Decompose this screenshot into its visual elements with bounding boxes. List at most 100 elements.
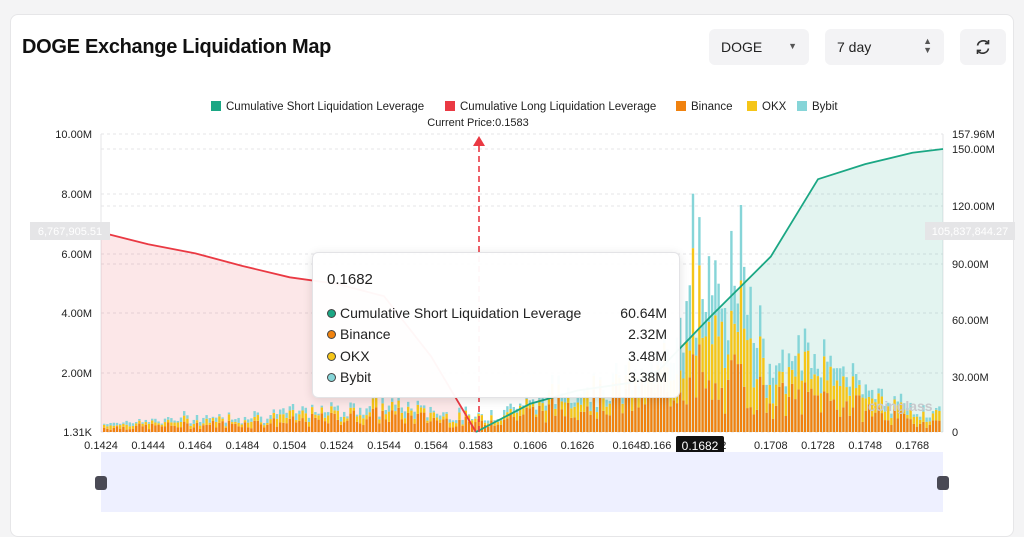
binance-bar <box>714 383 717 432</box>
bybit-bar <box>608 400 611 404</box>
binance-bar <box>752 414 755 432</box>
legend-swatch[interactable] <box>797 101 807 111</box>
okx-bar <box>141 423 144 427</box>
bybit-bar <box>506 406 509 413</box>
okx-bar <box>173 422 176 426</box>
bybit-bar <box>931 411 935 414</box>
okx-bar <box>512 412 515 417</box>
binance-bar <box>909 419 912 432</box>
okx-bar <box>384 414 387 420</box>
okx-bar <box>490 415 493 421</box>
bybit-bar <box>519 403 522 406</box>
tooltip-label: Binance <box>340 326 391 342</box>
zoom-slider-track[interactable] <box>101 452 943 512</box>
bybit-bar <box>103 423 106 425</box>
binance-bar <box>912 423 915 432</box>
period-select[interactable]: 7 day ▲ ▼ <box>825 29 944 65</box>
bybit-bar <box>138 418 141 421</box>
current-price-label: Current Price:0.1583 <box>427 117 529 129</box>
okx-bar <box>138 420 141 424</box>
bybit-bar <box>743 266 746 329</box>
binance-bar <box>208 424 211 432</box>
legend-label[interactable]: OKX <box>762 101 787 113</box>
binance-bar <box>432 417 435 432</box>
refresh-button[interactable] <box>960 29 1006 65</box>
bybit-bar <box>199 421 202 426</box>
okx-bar <box>336 410 339 420</box>
okx-bar <box>538 399 541 406</box>
binance-bar <box>355 421 359 432</box>
bybit-bar <box>467 414 471 416</box>
legend-swatch[interactable] <box>747 101 757 111</box>
okx-bar <box>874 402 877 413</box>
binance-bar <box>387 421 391 432</box>
binance-bar <box>880 413 883 432</box>
binance-bar <box>499 424 503 432</box>
bybit-bar <box>823 339 826 357</box>
binance-bar <box>323 421 327 432</box>
binance-bar <box>839 416 842 432</box>
okx-bar <box>237 422 240 427</box>
okx-bar <box>429 412 432 422</box>
legend-label[interactable]: Cumulative Long Liquidation Leverage <box>460 101 656 113</box>
zoom-handle-left[interactable] <box>95 476 107 490</box>
okx-bar <box>803 351 807 383</box>
binance-bar <box>154 425 157 432</box>
binance-bar <box>765 412 768 432</box>
binance-bar <box>445 418 448 432</box>
okx-bar <box>346 418 349 421</box>
binance-bar <box>519 415 522 432</box>
okx-bar <box>567 395 570 403</box>
legend-label[interactable]: Bybit <box>812 101 838 113</box>
bybit-bar <box>890 413 893 418</box>
binance-bar <box>503 419 506 432</box>
coin-select[interactable]: DOGE ▼ <box>709 29 809 65</box>
binance-bar <box>842 407 845 432</box>
binance-bar <box>618 393 621 432</box>
binance-bar <box>311 413 314 432</box>
binance-bar <box>167 422 170 432</box>
zoom-handle-right[interactable] <box>937 476 949 490</box>
bybit-bar <box>906 407 909 415</box>
chart-tooltip: 0.1682 Cumulative Short Liquidation Leve… <box>312 252 680 398</box>
binance-bar <box>163 426 167 432</box>
bybit-bar <box>317 413 320 416</box>
bybit-bar <box>131 423 135 426</box>
okx-bar <box>231 422 234 424</box>
okx-bar <box>906 414 909 419</box>
bybit-bar <box>211 416 215 419</box>
okx-bar <box>890 417 893 425</box>
binance-bar <box>823 391 826 432</box>
bybit-bar <box>762 338 765 358</box>
bybit-bar <box>810 367 813 379</box>
bybit-bar <box>589 401 592 412</box>
okx-bar <box>371 398 375 409</box>
bybit-bar <box>832 368 835 386</box>
legend-swatch[interactable] <box>676 101 686 111</box>
okx-bar <box>695 355 698 398</box>
legend-swatch[interactable] <box>445 101 455 111</box>
binance-bar <box>576 420 579 432</box>
legend-swatch[interactable] <box>211 101 221 111</box>
bybit-bar <box>752 342 755 388</box>
binance-bar <box>675 403 679 432</box>
binance-bar <box>704 388 707 432</box>
okx-bar <box>266 423 269 425</box>
legend-label[interactable]: Cumulative Short Liquidation Leverage <box>226 101 424 113</box>
legend-label[interactable]: Binance <box>691 101 733 113</box>
okx-bar <box>451 421 455 428</box>
bybit-bar <box>333 406 336 411</box>
bybit-bar <box>192 419 195 424</box>
okx-bar <box>192 423 195 428</box>
bybit-bar <box>883 405 887 412</box>
okx-bar <box>455 423 458 427</box>
bybit-bar <box>301 406 304 411</box>
bybit-bar <box>554 404 557 409</box>
okx-bar <box>413 418 416 424</box>
bybit-bar <box>413 411 416 419</box>
okx-bar <box>221 418 224 422</box>
binance-bar <box>477 418 480 432</box>
okx-bar <box>202 423 205 426</box>
bybit-bar <box>490 410 493 416</box>
binance-bar <box>589 414 592 432</box>
